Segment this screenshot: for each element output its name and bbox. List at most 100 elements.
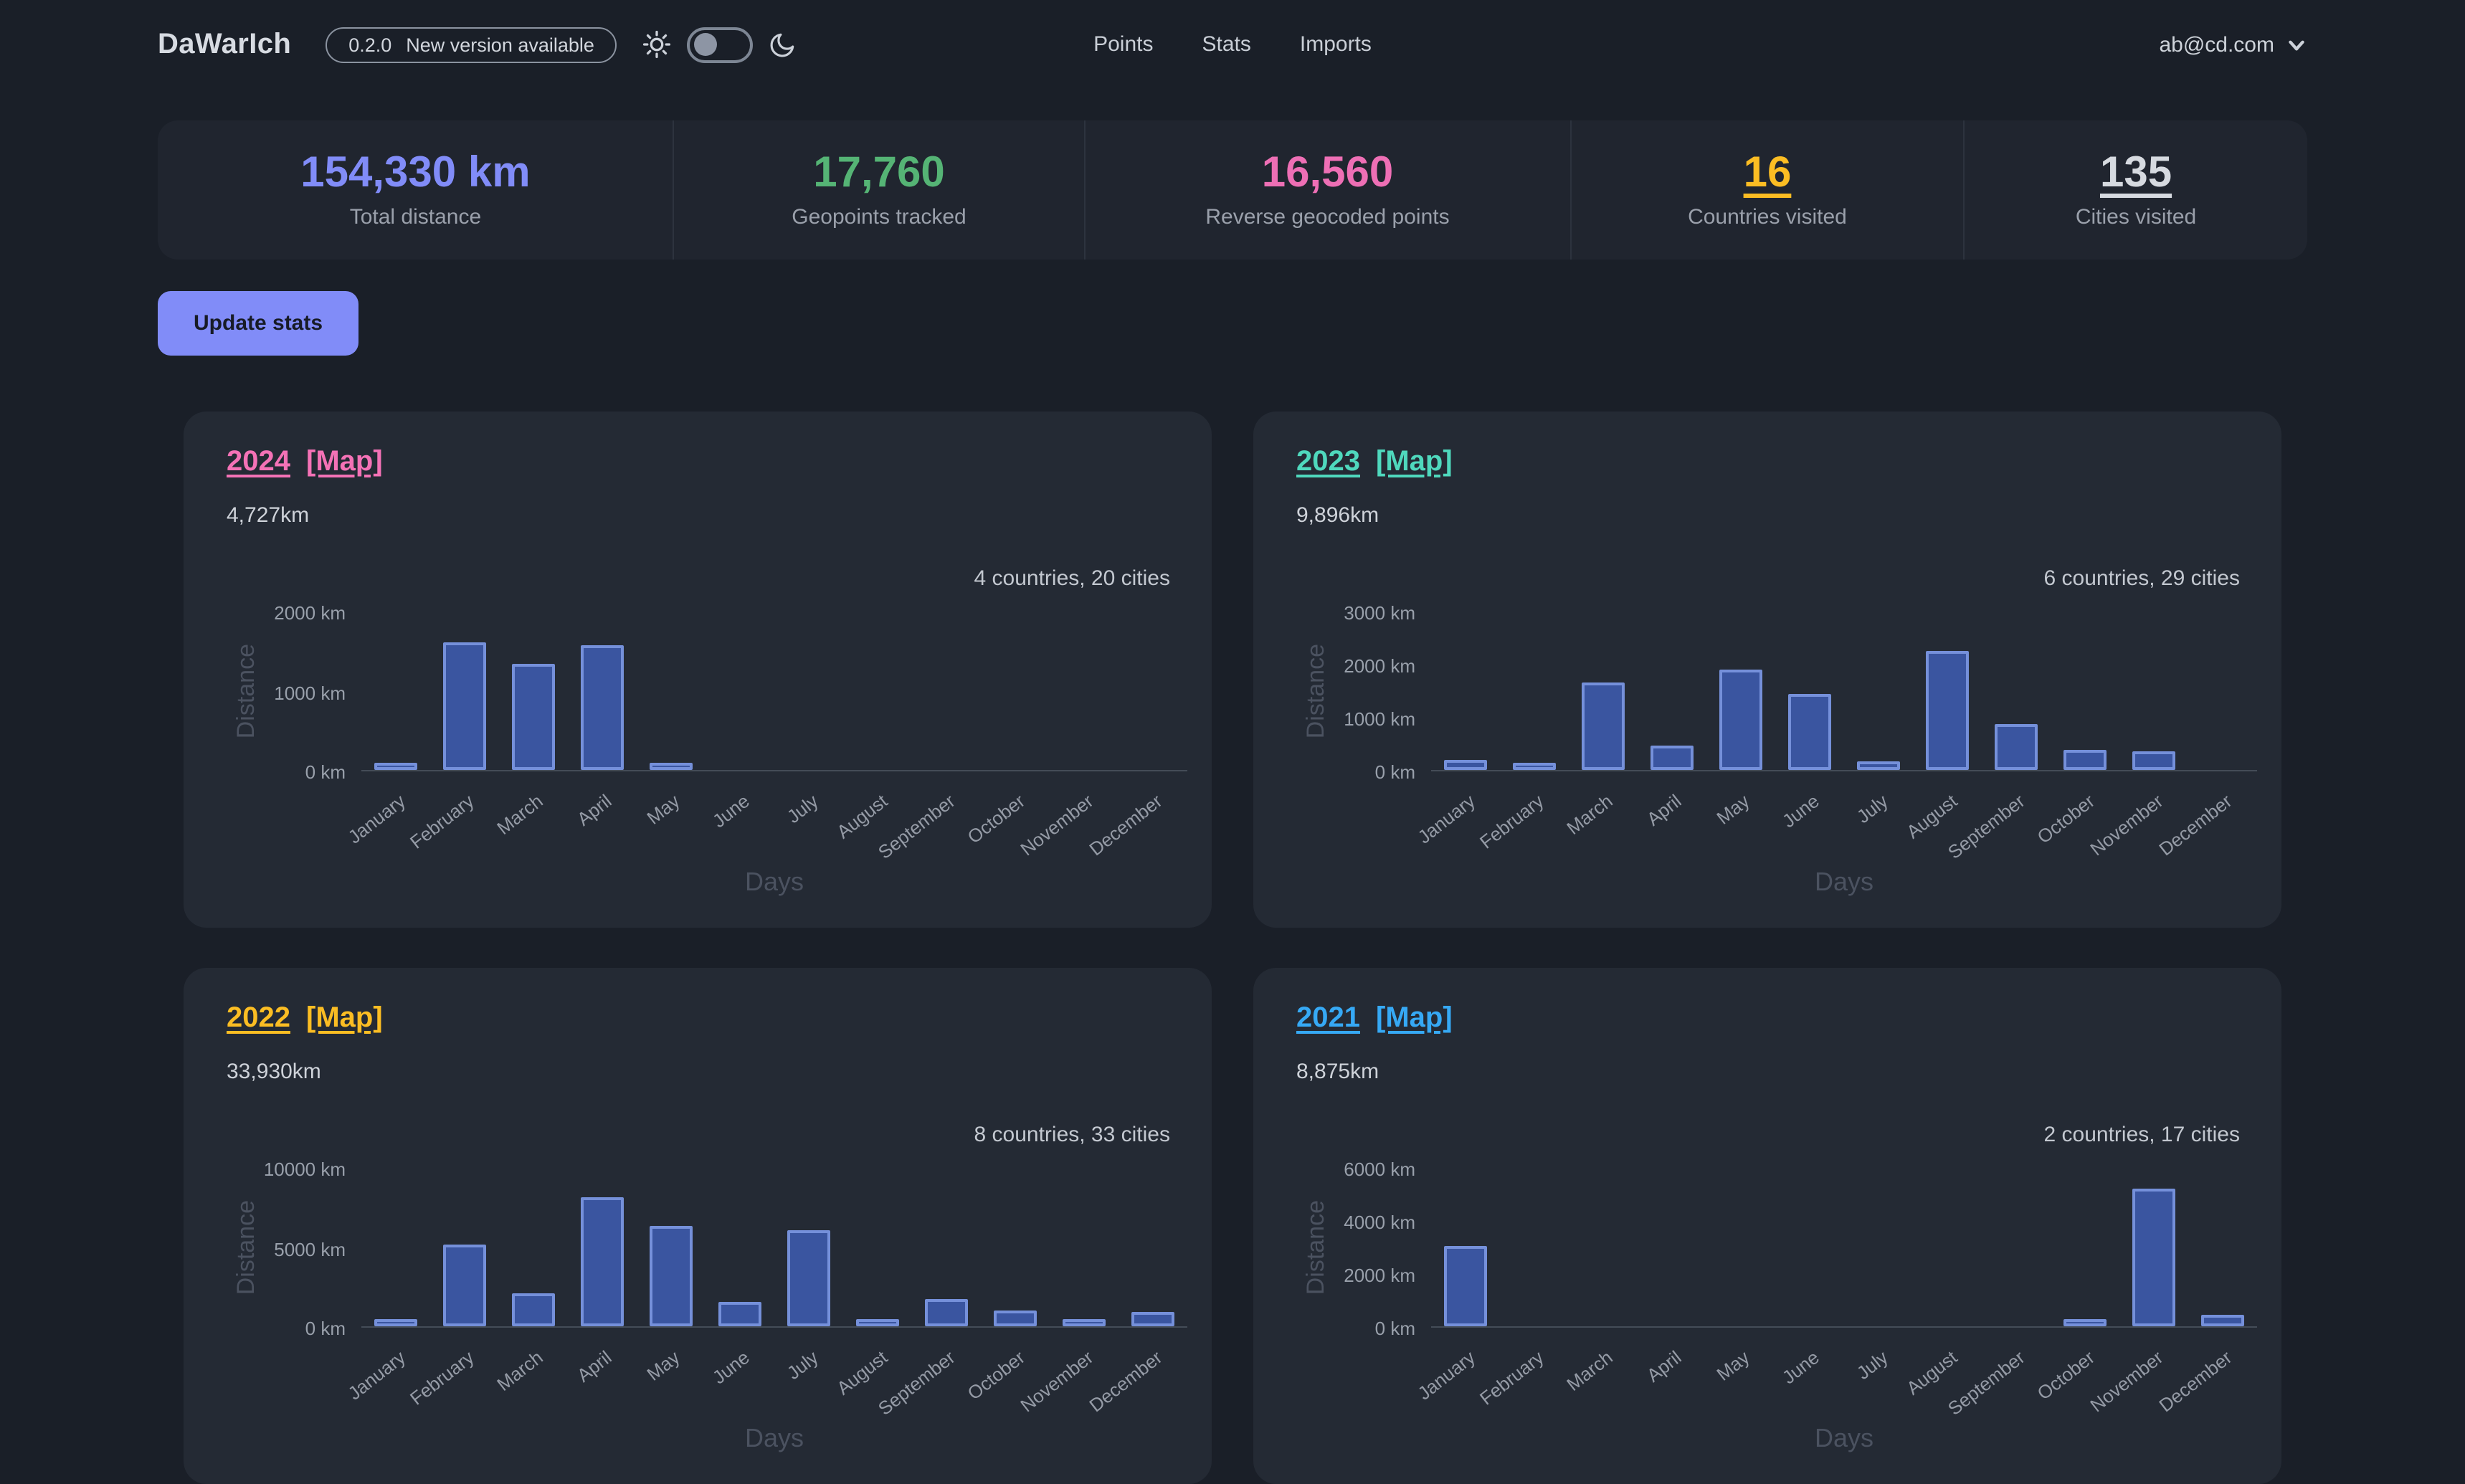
- bar-slot: [2119, 1188, 2188, 1326]
- month-label: March: [1562, 1346, 1617, 1396]
- month-label: July: [1852, 1346, 1892, 1384]
- chevron-down-icon: [2289, 39, 2304, 50]
- y-tick-label: 1000 km: [1344, 708, 1415, 730]
- bar-april: [581, 1197, 624, 1326]
- year-card-header: 2024 [Map]: [227, 446, 383, 479]
- month-label: June: [1777, 790, 1823, 832]
- month-label: January: [1413, 1346, 1479, 1404]
- nav-link-points[interactable]: Points: [1093, 32, 1154, 57]
- x-axis-labels: January February March April May June July Augu…: [343, 1338, 1187, 1430]
- user-menu[interactable]: ab@cd.com: [2159, 32, 2307, 57]
- y-tick-label: 4000 km: [1344, 1212, 1415, 1233]
- year-link-2021[interactable]: 2021: [1296, 1002, 1360, 1034]
- y-axis-title: Distance: [1302, 1200, 1329, 1296]
- nav-link-imports[interactable]: Imports: [1299, 32, 1372, 57]
- bar-july: [1857, 761, 1900, 770]
- navbar-menu: Points Stats Imports: [1093, 32, 1372, 57]
- user-email: ab@cd.com: [2159, 32, 2274, 57]
- y-tick-label: 10000 km: [263, 1159, 346, 1180]
- y-tick-label: 2000 km: [1344, 1265, 1415, 1286]
- month-label: August: [1901, 1346, 1961, 1399]
- month-label: December: [2155, 1346, 2236, 1417]
- bar-october: [994, 1311, 1037, 1326]
- bar-slot: [912, 1298, 981, 1326]
- bar-slot: [2119, 751, 2188, 770]
- bar-november: [1063, 1319, 1106, 1326]
- year-distance: 8,875km: [1296, 1060, 1379, 1084]
- year-distance: 9,896km: [1296, 503, 1379, 528]
- map-link-2021[interactable]: [Map]: [1376, 1002, 1453, 1034]
- stat-total-distance: 154,330 km Total distance: [158, 120, 673, 260]
- stat-total-distance-value: 154,330 km: [300, 148, 531, 196]
- y-tick-label: 5000 km: [274, 1238, 346, 1260]
- app-logo: DaWarIch: [158, 28, 292, 60]
- y-tick-label: 1000 km: [274, 682, 346, 703]
- stat-reverse-geocoded-value: 16,560: [1261, 148, 1394, 196]
- bar-january: [1444, 1245, 1487, 1326]
- x-axis-title: Days: [1814, 1424, 1873, 1452]
- month-label: August: [1901, 790, 1961, 843]
- bar-slot: [1569, 682, 1638, 770]
- chart-bars: [1431, 612, 2257, 771]
- navbar: DaWarIch 0.2.0 New version available: [0, 0, 2465, 89]
- month-label: June: [708, 1346, 754, 1389]
- y-axis-title: Distance: [232, 1200, 260, 1296]
- month-label: April: [1642, 1346, 1686, 1387]
- bar-may: [1719, 669, 1762, 770]
- y-tick-label: 0 km: [1374, 761, 1415, 783]
- year-link-2022[interactable]: 2022: [227, 1002, 290, 1034]
- nav-link-stats[interactable]: Stats: [1202, 32, 1251, 57]
- stat-total-distance-label: Total distance: [349, 204, 482, 229]
- bar-march: [512, 1293, 555, 1326]
- year-card-2023: 2023 [Map] 9,896km 6 countries, 29 citie…: [1253, 412, 2281, 928]
- bar-slot: [1050, 1319, 1118, 1326]
- map-link-2024[interactable]: [Map]: [306, 446, 383, 477]
- month-label: December: [1085, 790, 1167, 860]
- y-tick-label: 0 km: [305, 761, 346, 783]
- bar-slot: [361, 1319, 430, 1326]
- version-badge[interactable]: 0.2.0 New version available: [326, 27, 617, 62]
- month-label: August: [832, 1346, 891, 1399]
- update-stats-button[interactable]: Update stats: [158, 291, 359, 356]
- bar-slot: [430, 1244, 499, 1326]
- bar-slot: [1706, 669, 1775, 770]
- bar-october: [2063, 749, 2107, 770]
- y-tick-label: 0 km: [305, 1318, 346, 1339]
- bar-slot: [1775, 694, 1844, 770]
- month-label: November: [2086, 1346, 2167, 1417]
- theme-toggle[interactable]: [687, 27, 754, 62]
- month-label: April: [572, 790, 616, 830]
- stat-geopoints-value: 17,760: [813, 148, 945, 196]
- month-label: February: [405, 1346, 478, 1409]
- stat-cities-visited: 135 Cities visited: [1963, 120, 2307, 260]
- bar-december: [1131, 1312, 1174, 1326]
- month-label: April: [1642, 790, 1686, 830]
- map-link-2022[interactable]: [Map]: [306, 1002, 383, 1034]
- year-link-2023[interactable]: 2023: [1296, 446, 1360, 477]
- year-link-2024[interactable]: 2024: [227, 446, 290, 477]
- bar-slot: [637, 763, 706, 770]
- bar-slot: [774, 1230, 843, 1326]
- bar-january: [374, 1319, 417, 1326]
- stat-cities-visited-label: Cities visited: [2075, 204, 2197, 229]
- bar-slot: [637, 1225, 706, 1326]
- theme-switcher: [642, 27, 798, 62]
- x-axis-labels: January February March April May June July Augu…: [343, 781, 1187, 873]
- month-label: July: [782, 790, 822, 828]
- year-card-header: 2021 [Map]: [1296, 1002, 1453, 1035]
- navbar-left: DaWarIch 0.2.0 New version available: [158, 27, 798, 62]
- monthly-distance-chart: 0 km 1000 km 2000 km 3000 km: [1344, 602, 2257, 783]
- month-label: May: [643, 790, 685, 829]
- bar-march: [1582, 682, 1625, 770]
- y-tick-label: 0 km: [1374, 1318, 1415, 1339]
- bar-september: [1995, 724, 2038, 770]
- stat-cities-visited-link[interactable]: 135: [2099, 148, 2172, 196]
- stat-countries-visited-link[interactable]: 16: [1743, 148, 1792, 196]
- year-countries-cities: 4 countries, 20 cities: [974, 566, 1171, 591]
- bar-april: [581, 645, 624, 770]
- map-link-2023[interactable]: [Map]: [1376, 446, 1453, 477]
- bar-february: [443, 642, 486, 770]
- monthly-distance-chart: 0 km 2000 km 4000 km 6000 km: [1344, 1159, 2257, 1339]
- month-label: July: [782, 1346, 822, 1384]
